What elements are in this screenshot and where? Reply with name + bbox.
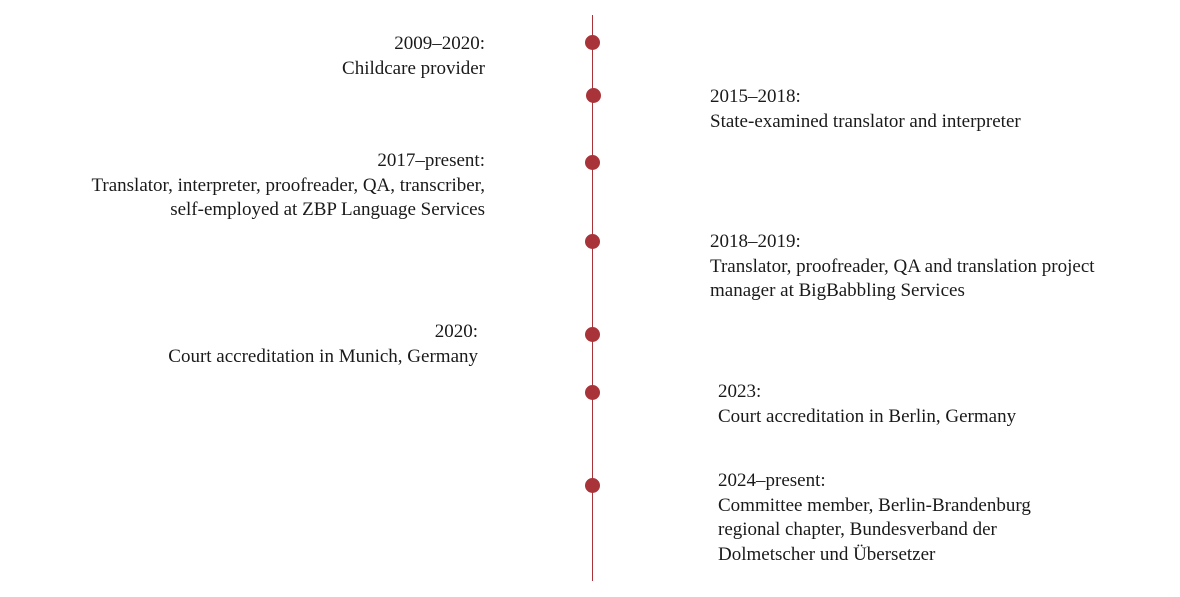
timeline-marker	[585, 35, 600, 50]
timeline-entry: 2020: Court accreditation in Munich, Ger…	[168, 320, 478, 369]
timeline-entry: 2018–2019: Translator, proofreader, QA a…	[710, 230, 1095, 304]
entry-period: 2015–2018:	[710, 86, 801, 107]
timeline-marker	[585, 234, 600, 249]
entry-description-line: Childcare provider	[342, 57, 485, 79]
timeline-entry: 2009–2020: Childcare provider	[342, 32, 485, 81]
timeline-marker	[585, 385, 600, 400]
entry-description-line: self-employed at ZBP Language Services	[170, 199, 485, 220]
entry-period: 2023:	[718, 381, 762, 402]
entry-description-line: Dolmetscher und Übersetzer	[718, 543, 936, 565]
entry-description-line: Translator, proofreader, QA and translat…	[710, 255, 1095, 277]
timeline-entry: 2023: Court accreditation in Berlin, Ger…	[718, 380, 1016, 429]
timeline-marker	[585, 478, 600, 493]
timeline-entry: 2017–present: Translator, interpreter, p…	[91, 149, 485, 223]
entry-period: 2024–present:	[718, 470, 826, 491]
timeline-marker	[585, 155, 600, 170]
entry-period: 2020:	[434, 321, 478, 342]
entry-description-line: Court accreditation in Munich, Germany	[168, 345, 478, 367]
entry-description-line: Court accreditation in Berlin, Germany	[718, 405, 1017, 427]
timeline-axis	[592, 15, 593, 581]
entry-description-line: regional chapter, Bundesverband der	[718, 519, 997, 540]
entry-period: 2018–2019:	[710, 231, 801, 252]
timeline-entry: 2024–present: Committee member, Berlin-B…	[718, 469, 1031, 567]
timeline-marker	[586, 88, 601, 103]
timeline-entry: 2015–2018: State-examined translator and…	[710, 85, 1021, 134]
timeline-marker	[585, 327, 600, 342]
entry-period: 2009–2020:	[394, 33, 485, 54]
entry-description-line: manager at BigBabbling Services	[710, 280, 965, 301]
entry-description-line: Committee member, Berlin-Brandenburg	[718, 494, 1031, 516]
entry-period: 2017–present:	[377, 150, 485, 171]
entry-description-line: State-examined translator and interprete…	[710, 110, 1021, 132]
entry-description-line: Translator, interpreter, proofreader, QA…	[91, 174, 485, 196]
